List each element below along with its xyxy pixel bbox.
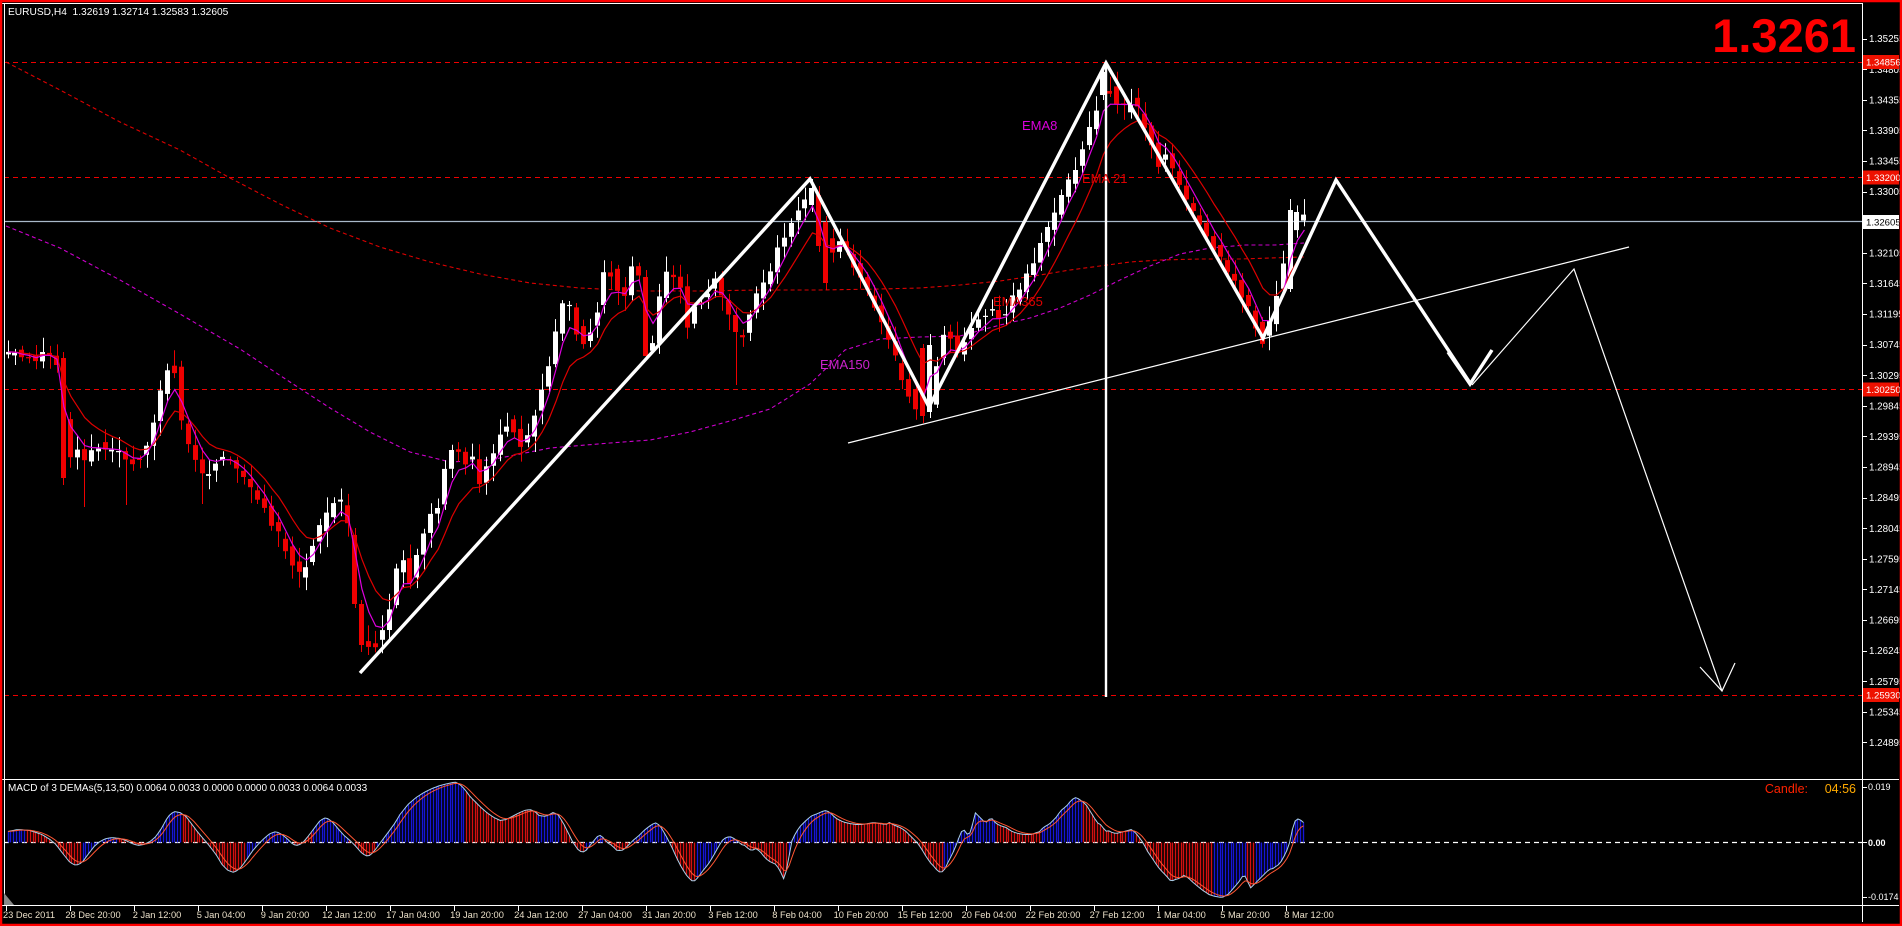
svg-text:1.33005: 1.33005 [1869, 187, 1902, 198]
svg-text:MACD of 3 DEMAs(5,13,50) 0.006: MACD of 3 DEMAs(5,13,50) 0.0064 0.0033 0… [8, 783, 368, 794]
svg-text:3 Feb 12:00: 3 Feb 12:00 [708, 910, 758, 920]
svg-text:5 Mar 20:00: 5 Mar 20:00 [1220, 910, 1270, 920]
svg-text:8 Mar 12:00: 8 Mar 12:00 [1284, 910, 1334, 920]
svg-text:EMA8: EMA8 [1022, 118, 1057, 133]
svg-text:1.29845: 1.29845 [1869, 401, 1902, 412]
svg-text:23 Dec 2011: 23 Dec 2011 [3, 910, 55, 920]
svg-text:28 Dec 20:00: 28 Dec 20:00 [65, 910, 120, 920]
svg-text:31 Jan 20:00: 31 Jan 20:00 [642, 910, 696, 920]
svg-text:1.3261: 1.3261 [1712, 9, 1856, 62]
svg-text:1.30295: 1.30295 [1869, 371, 1902, 382]
svg-text:12 Jan 12:00: 12 Jan 12:00 [322, 910, 376, 920]
svg-text:27 Jan 04:00: 27 Jan 04:00 [578, 910, 632, 920]
svg-text:17 Jan 04:00: 17 Jan 04:00 [386, 910, 440, 920]
svg-text:1.32605: 1.32605 [1866, 218, 1901, 229]
svg-text:1.25930: 1.25930 [1866, 691, 1901, 702]
svg-text:1.32105: 1.32105 [1869, 248, 1902, 259]
svg-text:27 Feb 12:00: 27 Feb 12:00 [1090, 910, 1145, 920]
svg-text:1.31645: 1.31645 [1869, 279, 1902, 290]
svg-text:15 Feb 12:00: 15 Feb 12:00 [898, 910, 953, 920]
svg-text:19 Jan 20:00: 19 Jan 20:00 [450, 910, 504, 920]
svg-text:04:56: 04:56 [1825, 782, 1856, 796]
svg-text:8 Feb 04:00: 8 Feb 04:00 [772, 910, 822, 920]
svg-text:1.34355: 1.34355 [1869, 95, 1902, 106]
svg-text:1.26695: 1.26695 [1869, 616, 1902, 627]
svg-text:1.34856: 1.34856 [1866, 58, 1901, 69]
svg-text:1.27145: 1.27145 [1869, 585, 1902, 596]
svg-text:22 Feb 20:00: 22 Feb 20:00 [1026, 910, 1081, 920]
svg-text:1.26245: 1.26245 [1869, 646, 1902, 657]
svg-text:9 Jan 20:00: 9 Jan 20:00 [261, 910, 310, 920]
svg-text:0.019: 0.019 [1868, 782, 1891, 792]
svg-text:1.28045: 1.28045 [1869, 524, 1902, 535]
svg-text:1 Mar 04:00: 1 Mar 04:00 [1156, 910, 1206, 920]
svg-text:1.28945: 1.28945 [1869, 463, 1902, 474]
svg-text:10 Feb 20:00: 10 Feb 20:00 [834, 910, 889, 920]
svg-text:1.35255: 1.35255 [1869, 34, 1902, 45]
svg-text:1.29395: 1.29395 [1869, 432, 1902, 443]
svg-text:20 Feb 04:00: 20 Feb 04:00 [962, 910, 1017, 920]
svg-text:1.33905: 1.33905 [1869, 126, 1902, 137]
svg-text:-0.0174: -0.0174 [1868, 892, 1899, 902]
svg-text:EMA150: EMA150 [820, 357, 870, 372]
svg-text:5 Jan 04:00: 5 Jan 04:00 [197, 910, 246, 920]
svg-text:Candle:: Candle: [1765, 782, 1808, 796]
svg-text:1.30250: 1.30250 [1866, 385, 1901, 396]
svg-text:1.33200: 1.33200 [1866, 173, 1901, 184]
svg-text:1.31195: 1.31195 [1869, 310, 1902, 321]
svg-text:1.34805: 1.34805 [1869, 65, 1902, 76]
svg-text:0.00: 0.00 [1868, 838, 1886, 848]
svg-text:1.27595: 1.27595 [1869, 554, 1902, 565]
svg-text:1.30745: 1.30745 [1869, 340, 1902, 351]
svg-text:1.24895: 1.24895 [1869, 738, 1902, 749]
svg-text:1.28495: 1.28495 [1869, 493, 1902, 504]
svg-text:1.33455: 1.33455 [1869, 157, 1902, 168]
svg-text:1.25795: 1.25795 [1869, 677, 1902, 688]
svg-text:EMA365: EMA365 [993, 294, 1043, 309]
svg-text:1.25345: 1.25345 [1869, 707, 1902, 718]
svg-text:2 Jan 12:00: 2 Jan 12:00 [133, 910, 182, 920]
svg-text:EMA 21: EMA 21 [1082, 171, 1128, 186]
svg-text:EURUSD,H4 1.32619 1.32714 1.3: EURUSD,H4 1.32619 1.32714 1.32583 1.3260… [8, 7, 229, 18]
svg-text:24 Jan 12:00: 24 Jan 12:00 [514, 910, 568, 920]
